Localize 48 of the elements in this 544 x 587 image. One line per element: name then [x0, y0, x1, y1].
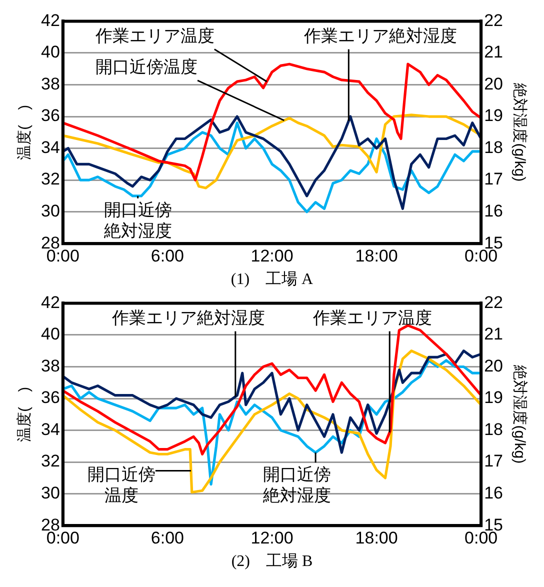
y2-tick-label: 18 — [484, 420, 504, 439]
y-tick-label: 32 — [40, 170, 60, 189]
y-tick-label: 38 — [40, 74, 60, 94]
y-tick-label: 36 — [40, 106, 60, 126]
x-tick-label: 6:00 — [150, 246, 184, 266]
series-label: 開口近傍絶対湿度 — [262, 464, 332, 505]
y-axis-title: 温度( ) — [16, 104, 34, 160]
y2-axis-title: 絶対湿度(g/kg) — [510, 82, 528, 182]
y2-tick-label: 21 — [484, 324, 504, 344]
x-tick-label: 6:00 — [150, 528, 184, 548]
y-tick-label: 30 — [40, 202, 60, 221]
text: 作業エリア絶対湿度 — [303, 26, 458, 46]
x-tick-label: 18:00 — [355, 528, 398, 548]
y2-tick-label: 16 — [484, 202, 504, 221]
y-tick-label: 36 — [40, 388, 60, 408]
text: (2) 工場 B — [230, 552, 314, 572]
x-tick-label: 12:00 — [250, 246, 294, 266]
y-tick-label: 30 — [40, 484, 60, 503]
y2-tick-label: 22 — [484, 10, 504, 30]
y2-tick-label: 16 — [484, 484, 504, 503]
y2-axis-title: 絶対湿度(g/kg) — [510, 364, 528, 464]
y2-tick-label: 21 — [484, 42, 504, 62]
y2-tick-label: 19 — [484, 106, 504, 126]
y-tick-label: 38 — [40, 356, 60, 376]
y2-tick-label: 19 — [484, 388, 504, 408]
text: 作業エリア絶対湿度 — [110, 308, 265, 328]
y-tick-label: 40 — [40, 324, 60, 344]
y-tick-label: 32 — [40, 452, 60, 471]
y-tick-label: 34 — [40, 420, 60, 439]
y-tick-label: 40 — [40, 42, 60, 62]
y2-tick-label: 20 — [484, 74, 504, 94]
text: (1) 工場 A — [230, 270, 314, 290]
series-label: 作業エリア温度 — [312, 308, 432, 328]
x-tick-label: 12:00 — [250, 528, 294, 548]
text: 作業エリア温度 — [94, 26, 214, 46]
y-tick-label: 34 — [40, 138, 60, 157]
y2-tick-label: 18 — [484, 138, 504, 157]
y2-tick-label: 17 — [484, 170, 504, 189]
text: 開口近傍温度 — [96, 58, 198, 77]
series-label: 開口近傍絶対湿度 — [103, 200, 172, 241]
y-tick-label: 42 — [40, 292, 60, 312]
y-tick-label: 42 — [40, 10, 60, 30]
x-tick-label: 18:00 — [355, 246, 398, 266]
y-axis-title: 温度( ) — [16, 386, 34, 442]
y2-tick-label: 22 — [484, 292, 504, 312]
series-label: 開口近傍温度 — [87, 464, 156, 505]
y2-tick-label: 17 — [484, 452, 504, 471]
y2-tick-label: 20 — [484, 356, 504, 376]
